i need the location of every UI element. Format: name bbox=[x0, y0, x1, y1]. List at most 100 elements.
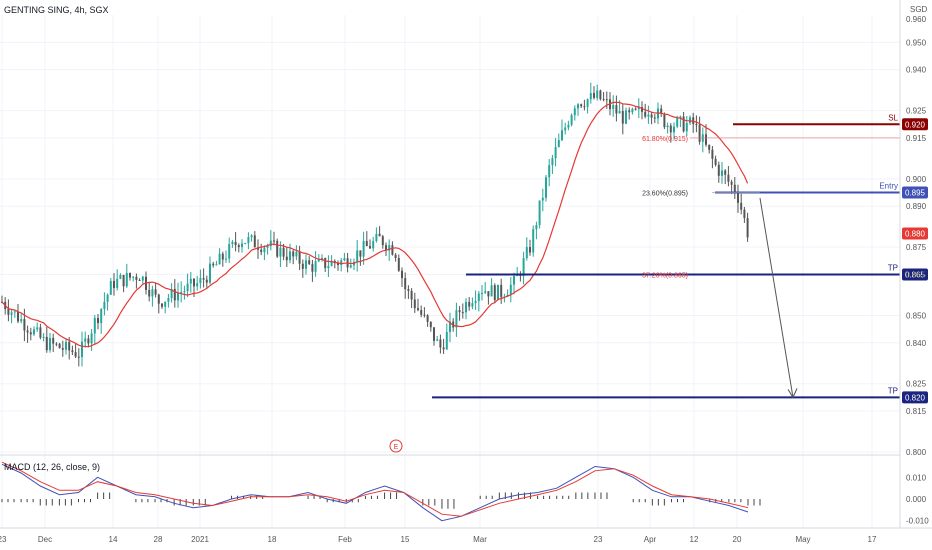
candle-body bbox=[141, 276, 144, 281]
candle-body bbox=[637, 107, 640, 110]
candle-body bbox=[381, 236, 384, 246]
candle-body bbox=[449, 321, 451, 332]
candle-body bbox=[180, 291, 183, 293]
candle-body bbox=[573, 108, 576, 116]
time-tick-label: Feb bbox=[338, 535, 352, 544]
macd-pane bbox=[1, 461, 761, 522]
candle-body bbox=[455, 310, 458, 328]
candle-body bbox=[189, 278, 192, 284]
symbol-title: GENTING SING, 4h, SGX bbox=[4, 5, 109, 15]
candle-body bbox=[343, 258, 346, 261]
candle-body bbox=[644, 111, 647, 117]
candle-body bbox=[276, 240, 279, 257]
candle-body bbox=[423, 314, 426, 316]
candle-body bbox=[445, 331, 448, 350]
fib-label: 37.20%(0.865) bbox=[642, 272, 688, 279]
candle-body bbox=[45, 336, 48, 351]
candle-body bbox=[289, 251, 291, 261]
time-axis[interactable]: 23 Dec 14 28 2021 18 Feb 15 Mar 23 Apr 12 20 May 17 bbox=[0, 535, 877, 544]
currency-label: SGD bbox=[910, 5, 928, 14]
macd-tick-label: 0.010 bbox=[906, 473, 927, 482]
candle-body bbox=[317, 258, 320, 262]
level-price-text: 0.920 bbox=[905, 120, 926, 129]
projection-arrow-head bbox=[787, 388, 798, 399]
candle-body bbox=[13, 311, 16, 313]
candle-body bbox=[260, 249, 263, 253]
candle-body bbox=[429, 321, 432, 328]
level-price-tag bbox=[902, 118, 928, 131]
candle-body bbox=[324, 258, 327, 269]
candle-body bbox=[119, 274, 122, 279]
candle-body bbox=[253, 235, 256, 248]
candle-body bbox=[577, 104, 579, 109]
candle-body bbox=[269, 240, 272, 247]
time-tick-label: Apr bbox=[644, 535, 657, 544]
price-tick-label: 0.800 bbox=[906, 448, 927, 457]
time-tick-label: 17 bbox=[868, 535, 877, 544]
candle-body bbox=[605, 99, 608, 101]
candle-body bbox=[561, 130, 563, 141]
candle-body bbox=[698, 124, 701, 142]
level-price-tag bbox=[902, 186, 928, 199]
candle-body bbox=[737, 193, 739, 203]
candle-body bbox=[529, 247, 531, 253]
candle-body bbox=[660, 108, 663, 114]
candle-body bbox=[209, 263, 211, 283]
candle-body bbox=[727, 174, 730, 182]
candle-body bbox=[545, 177, 547, 198]
candle-body bbox=[359, 250, 362, 257]
candle-body bbox=[641, 107, 643, 112]
candle-body bbox=[186, 283, 189, 292]
candle-body bbox=[305, 260, 307, 269]
candle-body bbox=[321, 258, 323, 260]
candle-body bbox=[621, 111, 624, 124]
candle-body bbox=[541, 197, 544, 201]
candle-body bbox=[58, 343, 61, 349]
price-axis[interactable]: 0.800 0.815 0.825 0.840 0.850 0.865 0.875 0.890… bbox=[906, 38, 929, 525]
candle-body bbox=[465, 301, 467, 313]
candle-body bbox=[129, 273, 131, 278]
candle-body bbox=[135, 276, 138, 280]
candle-body bbox=[87, 338, 90, 344]
candle-body bbox=[314, 261, 317, 272]
candle-body bbox=[218, 253, 221, 265]
candle-body bbox=[628, 110, 631, 113]
earnings-marker-icon[interactable] bbox=[389, 439, 403, 453]
candle-body bbox=[385, 245, 387, 251]
current-price-tag bbox=[902, 227, 928, 240]
candle-body bbox=[733, 184, 736, 194]
candle-body bbox=[356, 250, 359, 262]
candle-body bbox=[631, 108, 634, 113]
candle-body bbox=[500, 284, 503, 298]
candle-body bbox=[154, 289, 157, 295]
time-tick-label: 15 bbox=[401, 535, 410, 544]
candle-body bbox=[676, 118, 679, 127]
fib-label: 61.80%(0.915) bbox=[642, 136, 688, 143]
candle-body bbox=[113, 280, 115, 289]
candle-body bbox=[29, 332, 32, 335]
earnings-marker-label: E bbox=[394, 444, 399, 451]
candle-body bbox=[583, 106, 586, 108]
time-tick-label: May bbox=[795, 535, 810, 544]
candle-body bbox=[378, 233, 381, 237]
candle-body bbox=[375, 233, 378, 242]
candle-body bbox=[743, 209, 746, 219]
candle-body bbox=[100, 309, 103, 324]
candle-body bbox=[36, 327, 39, 330]
candle-body bbox=[193, 278, 195, 287]
price-tick-label: 0.825 bbox=[906, 380, 927, 389]
time-tick-label: 20 bbox=[733, 535, 742, 544]
candle-body bbox=[554, 147, 557, 159]
candle-body bbox=[71, 350, 74, 353]
candle-body bbox=[369, 246, 371, 249]
candle-body bbox=[167, 298, 170, 302]
candle-body bbox=[247, 237, 250, 244]
moving-average-line bbox=[1, 101, 749, 348]
candle-body bbox=[202, 278, 205, 280]
candle-body bbox=[231, 241, 234, 245]
candle-body bbox=[564, 127, 567, 131]
candle-body bbox=[301, 263, 304, 269]
candle-body bbox=[279, 247, 282, 257]
macd-line bbox=[1, 463, 749, 522]
